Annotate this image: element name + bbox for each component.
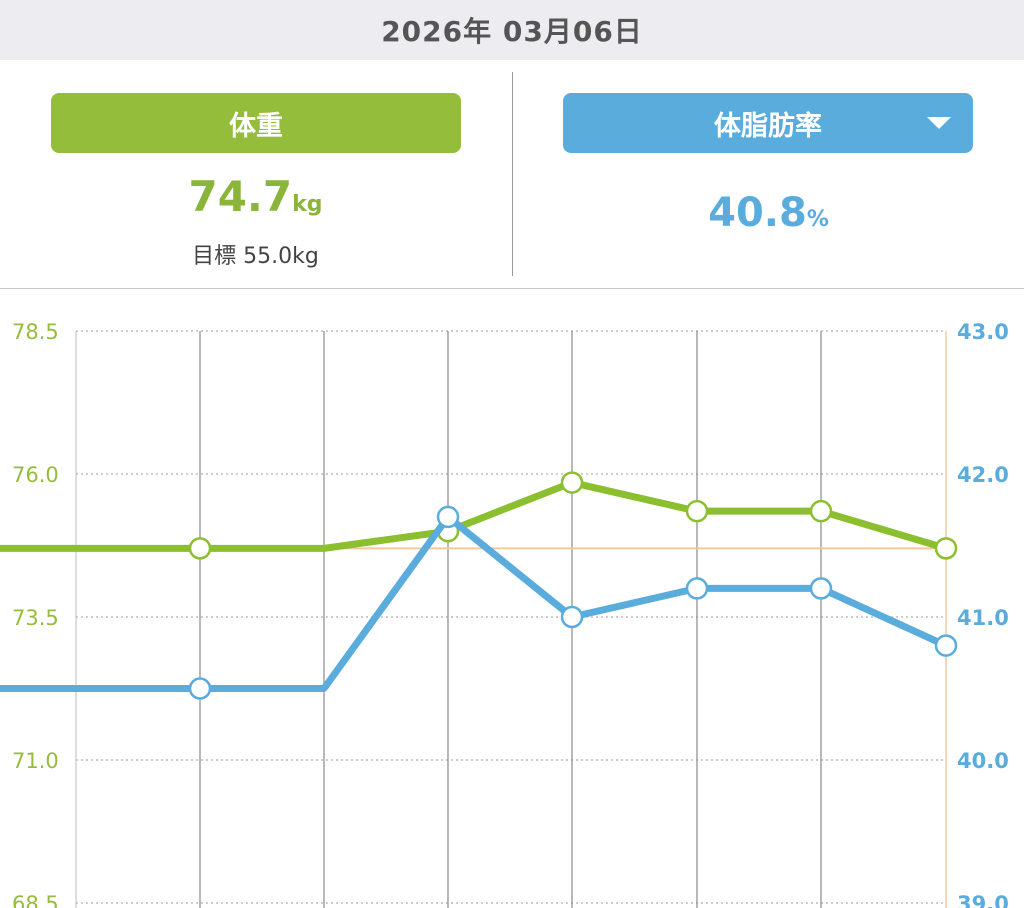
weight-tab-button[interactable]: 体重: [51, 93, 461, 153]
weight-point: [685, 499, 709, 523]
weight-panel: 体重 74.7kg 目標 55.0kg: [0, 60, 511, 288]
left-tick-label: 76.0: [12, 463, 59, 487]
weight-value: 74.7kg: [0, 172, 511, 221]
left-tick-label: 73.5: [12, 606, 59, 630]
weight-unit: kg: [292, 192, 323, 217]
bodyfat-value: 40.8%: [513, 190, 1024, 236]
bodyfat-label: 体脂肪率: [714, 110, 822, 142]
left-tick-label: 68.5: [12, 892, 59, 908]
bodyfat-dropdown-button[interactable]: 体脂肪率: [563, 93, 973, 153]
right-tick-label: 40.0: [957, 749, 1009, 773]
weight-goal: 目標 55.0kg: [192, 244, 319, 269]
left-tick-label: 78.5: [12, 320, 59, 344]
left-tick-label: 71.0: [12, 749, 59, 773]
bodyfat-point: [436, 505, 460, 529]
bodyfat-point: [560, 605, 584, 629]
weight-point: [188, 537, 212, 560]
bodyfat-number: 40.8: [708, 190, 807, 236]
right-tick-label: 43.0: [957, 320, 1009, 344]
bodyfat-panel: 体脂肪率 40.8%: [513, 60, 1024, 288]
header-divider: [0, 288, 1024, 289]
bodyfat-series-line: [0, 513, 950, 692]
bodyfat-point: [934, 634, 958, 657]
panel-divider: [512, 72, 513, 276]
weight-point: [809, 499, 833, 523]
weight-number: 74.7: [188, 172, 293, 221]
right-tick-label: 39.0: [957, 892, 1009, 908]
right-tick-label: 41.0: [957, 606, 1009, 630]
weight-point: [560, 471, 584, 494]
bodyfat-point: [809, 577, 833, 600]
weight-series-line: [0, 479, 950, 552]
bodyfat-unit: %: [806, 207, 829, 232]
weight-bodyfat-chart[interactable]: 78.5 76.0 73.5 71.0 68.5 43.0 42.0 41.0 40.0 39.0: [0, 289, 1024, 908]
weight-point: [934, 537, 958, 560]
caret-down-icon[interactable]: [927, 117, 951, 129]
bodyfat-point: [188, 677, 212, 700]
date-header[interactable]: 2026年 03月06日: [0, 0, 1024, 60]
bodyfat-point: [685, 577, 709, 600]
right-tick-label: 42.0: [957, 463, 1009, 487]
